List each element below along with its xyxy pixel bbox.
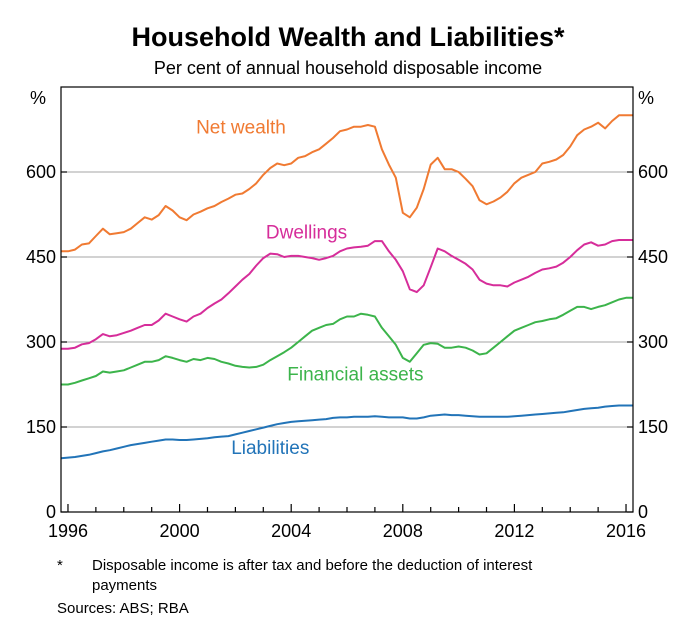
grid-lines — [61, 171, 633, 428]
footnote-line-1: Disposable income is after tax and befor… — [92, 557, 533, 574]
y-tick-label-left: 0 — [46, 502, 56, 522]
y-tick-label-right: 600 — [638, 162, 668, 182]
x-tick-label: 2016 — [606, 521, 646, 541]
footnote-line-2: payments — [92, 577, 157, 594]
x-tick-label: 2000 — [160, 521, 200, 541]
x-tick-label: 1996 — [48, 521, 88, 541]
y-tick-label-right: 0 — [638, 502, 648, 522]
series-label-net-wealth: Net wealth — [196, 117, 286, 138]
y-tick-label-left: 150 — [26, 417, 56, 437]
x-tick-label: 2012 — [494, 521, 534, 541]
series-lines — [60, 114, 633, 460]
series-label-dwellings: Dwellings — [266, 222, 347, 243]
series-line-financial-assets — [61, 296, 633, 386]
y-tick-label-left: 600 — [26, 162, 56, 182]
chart-subtitle: Per cent of annual household disposable … — [154, 58, 542, 78]
y-tick-label-right: 450 — [638, 247, 668, 267]
series-line-net-wealth — [61, 114, 633, 253]
y-tick-label-right: 150 — [638, 417, 668, 437]
series-label-liabilities: Liabilities — [231, 438, 309, 459]
y-tick-label-right: 300 — [638, 332, 668, 352]
plot-frame — [60, 86, 634, 513]
x-tick-label: 2008 — [383, 521, 423, 541]
series-labels: Net wealth Dwellings Financial assets Liabi… — [196, 117, 423, 459]
axis-ticks — [61, 171, 633, 513]
x-tick-labels: 1996 2000 2004 2008 2012 2016 — [48, 521, 646, 541]
x-tick-label: 2004 — [271, 521, 311, 541]
y-tick-labels: 0 0 150 150 300 300 450 450 600 600 — [26, 162, 668, 522]
sources-note: Sources: ABS; RBA — [57, 600, 189, 617]
y-tick-label-left: 450 — [26, 247, 56, 267]
y-axis-unit-left: % — [30, 88, 46, 108]
chart-title: Household Wealth and Liabilities* — [131, 22, 565, 52]
series-line-dwellings — [61, 239, 633, 350]
series-label-financial-assets: Financial assets — [287, 365, 423, 386]
y-tick-label-left: 300 — [26, 332, 56, 352]
footnote-marker: * — [57, 557, 63, 574]
y-axis-unit-right: % — [638, 88, 654, 108]
series-line-liabilities — [60, 404, 633, 460]
